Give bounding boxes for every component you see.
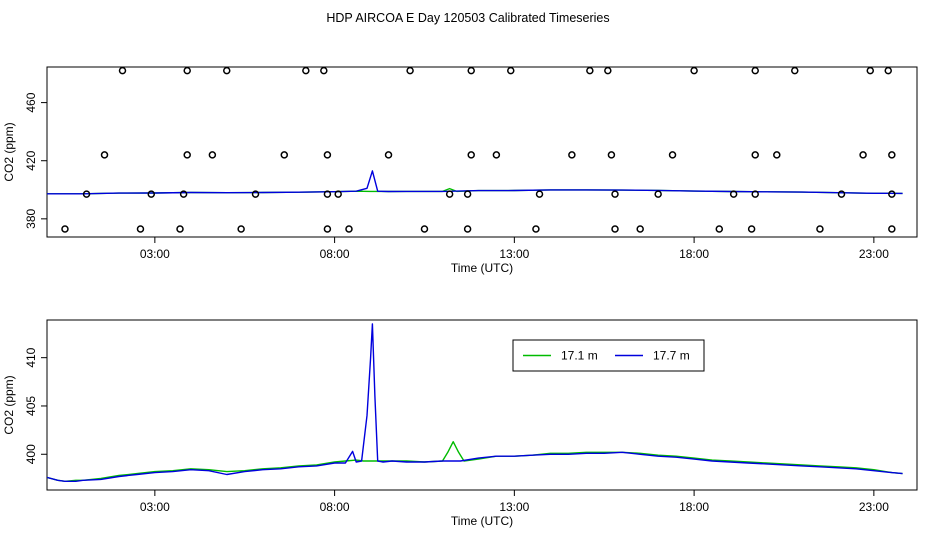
series-line-blue: [47, 170, 903, 195]
legend-label: 17.1 m: [561, 349, 598, 363]
data-point: [208, 151, 217, 159]
data-point: [147, 190, 156, 198]
data-point: [323, 225, 332, 233]
figure-title: HDP AIRCOA E Day 120503 Calibrated Times…: [326, 11, 609, 25]
series-line-green: [47, 441, 903, 482]
data-point: [302, 66, 310, 75]
x-tick-label: 13:00: [499, 247, 529, 261]
data-point: [532, 225, 540, 233]
y-tick-label: 400: [24, 444, 38, 464]
data-point: [467, 151, 475, 159]
data-point: [237, 225, 245, 233]
data-point: [888, 151, 896, 159]
plot-area: [47, 170, 903, 195]
y-tick-label: 380: [24, 209, 38, 229]
data-point: [715, 225, 724, 233]
data-point: [654, 190, 662, 198]
y-axis-label: CO2 (ppm): [2, 122, 16, 181]
data-point: [668, 151, 677, 159]
data-point: [866, 66, 875, 75]
data-point: [607, 151, 616, 159]
data-point: [251, 190, 260, 198]
data-point: [280, 151, 289, 159]
y-tick-label: 420: [24, 150, 38, 170]
x-axis-label: Time (UTC): [451, 261, 513, 275]
x-tick-label: 18:00: [679, 500, 709, 514]
legend-label: 17.7 m: [653, 349, 690, 363]
data-point: [751, 66, 759, 75]
x-tick-label: 03:00: [140, 247, 170, 261]
data-point: [420, 225, 429, 233]
x-tick-label: 23:00: [859, 500, 889, 514]
data-point: [611, 190, 619, 198]
data-point: [384, 151, 393, 159]
x-tick-label: 08:00: [320, 500, 350, 514]
data-point: [323, 151, 332, 159]
data-point: [82, 190, 91, 198]
data-point: [463, 225, 472, 233]
data-point: [507, 66, 515, 75]
data-point: [334, 190, 342, 198]
data-point: [859, 151, 867, 159]
data-point: [118, 66, 127, 75]
data-point: [690, 66, 698, 75]
data-point: [535, 190, 544, 198]
data-point: [406, 66, 414, 75]
data-point: [888, 225, 896, 233]
data-point: [183, 66, 191, 75]
series-line-blue: [47, 323, 903, 482]
x-axis-label: Time (UTC): [451, 514, 513, 528]
data-point: [636, 225, 644, 233]
x-tick-label: 23:00: [859, 247, 889, 261]
data-point: [604, 66, 612, 75]
data-point: [320, 66, 328, 75]
data-point: [837, 190, 846, 198]
data-point: [773, 151, 781, 159]
data-point: [345, 225, 353, 233]
data-point: [223, 66, 231, 75]
data-point: [791, 66, 799, 75]
data-point: [183, 151, 191, 159]
x-tick-label: 03:00: [140, 500, 170, 514]
data-point: [100, 151, 109, 159]
data-point: [586, 66, 594, 75]
data-point: [611, 225, 619, 233]
data-point: [61, 225, 69, 233]
y-axis-label: CO2 (ppm): [2, 375, 16, 434]
top-panel: 03:00 08:00 13:00 18:00 23:00 380 420 460 Time (…: [2, 66, 918, 275]
y-tick-label: 405: [24, 396, 38, 416]
data-point: [884, 66, 892, 75]
plot-frame: [46, 319, 918, 491]
x-tick-label: 18:00: [679, 247, 709, 261]
data-point: [568, 151, 576, 159]
data-point: [445, 190, 454, 198]
plot-frame: [46, 66, 918, 238]
data-point: [136, 225, 145, 233]
bottom-panel: 03:00 08:00 13:00 18:00 23:00 400 405 410 Time (…: [2, 319, 918, 528]
data-point: [747, 225, 756, 233]
data-point: [179, 190, 188, 198]
plot-area: [47, 323, 903, 482]
x-tick-label: 13:00: [499, 500, 529, 514]
data-point: [467, 66, 475, 75]
y-tick-label: 460: [24, 92, 38, 112]
data-point: [816, 225, 824, 233]
data-point: [888, 190, 896, 198]
x-tick-label: 08:00: [320, 247, 350, 261]
data-point: [729, 190, 738, 198]
data-point: [463, 190, 472, 198]
y-tick-label: 410: [24, 347, 38, 367]
data-point: [492, 151, 501, 159]
data-point: [176, 225, 184, 233]
data-point: [751, 190, 759, 198]
data-point: [751, 151, 759, 159]
data-point: [323, 190, 332, 198]
